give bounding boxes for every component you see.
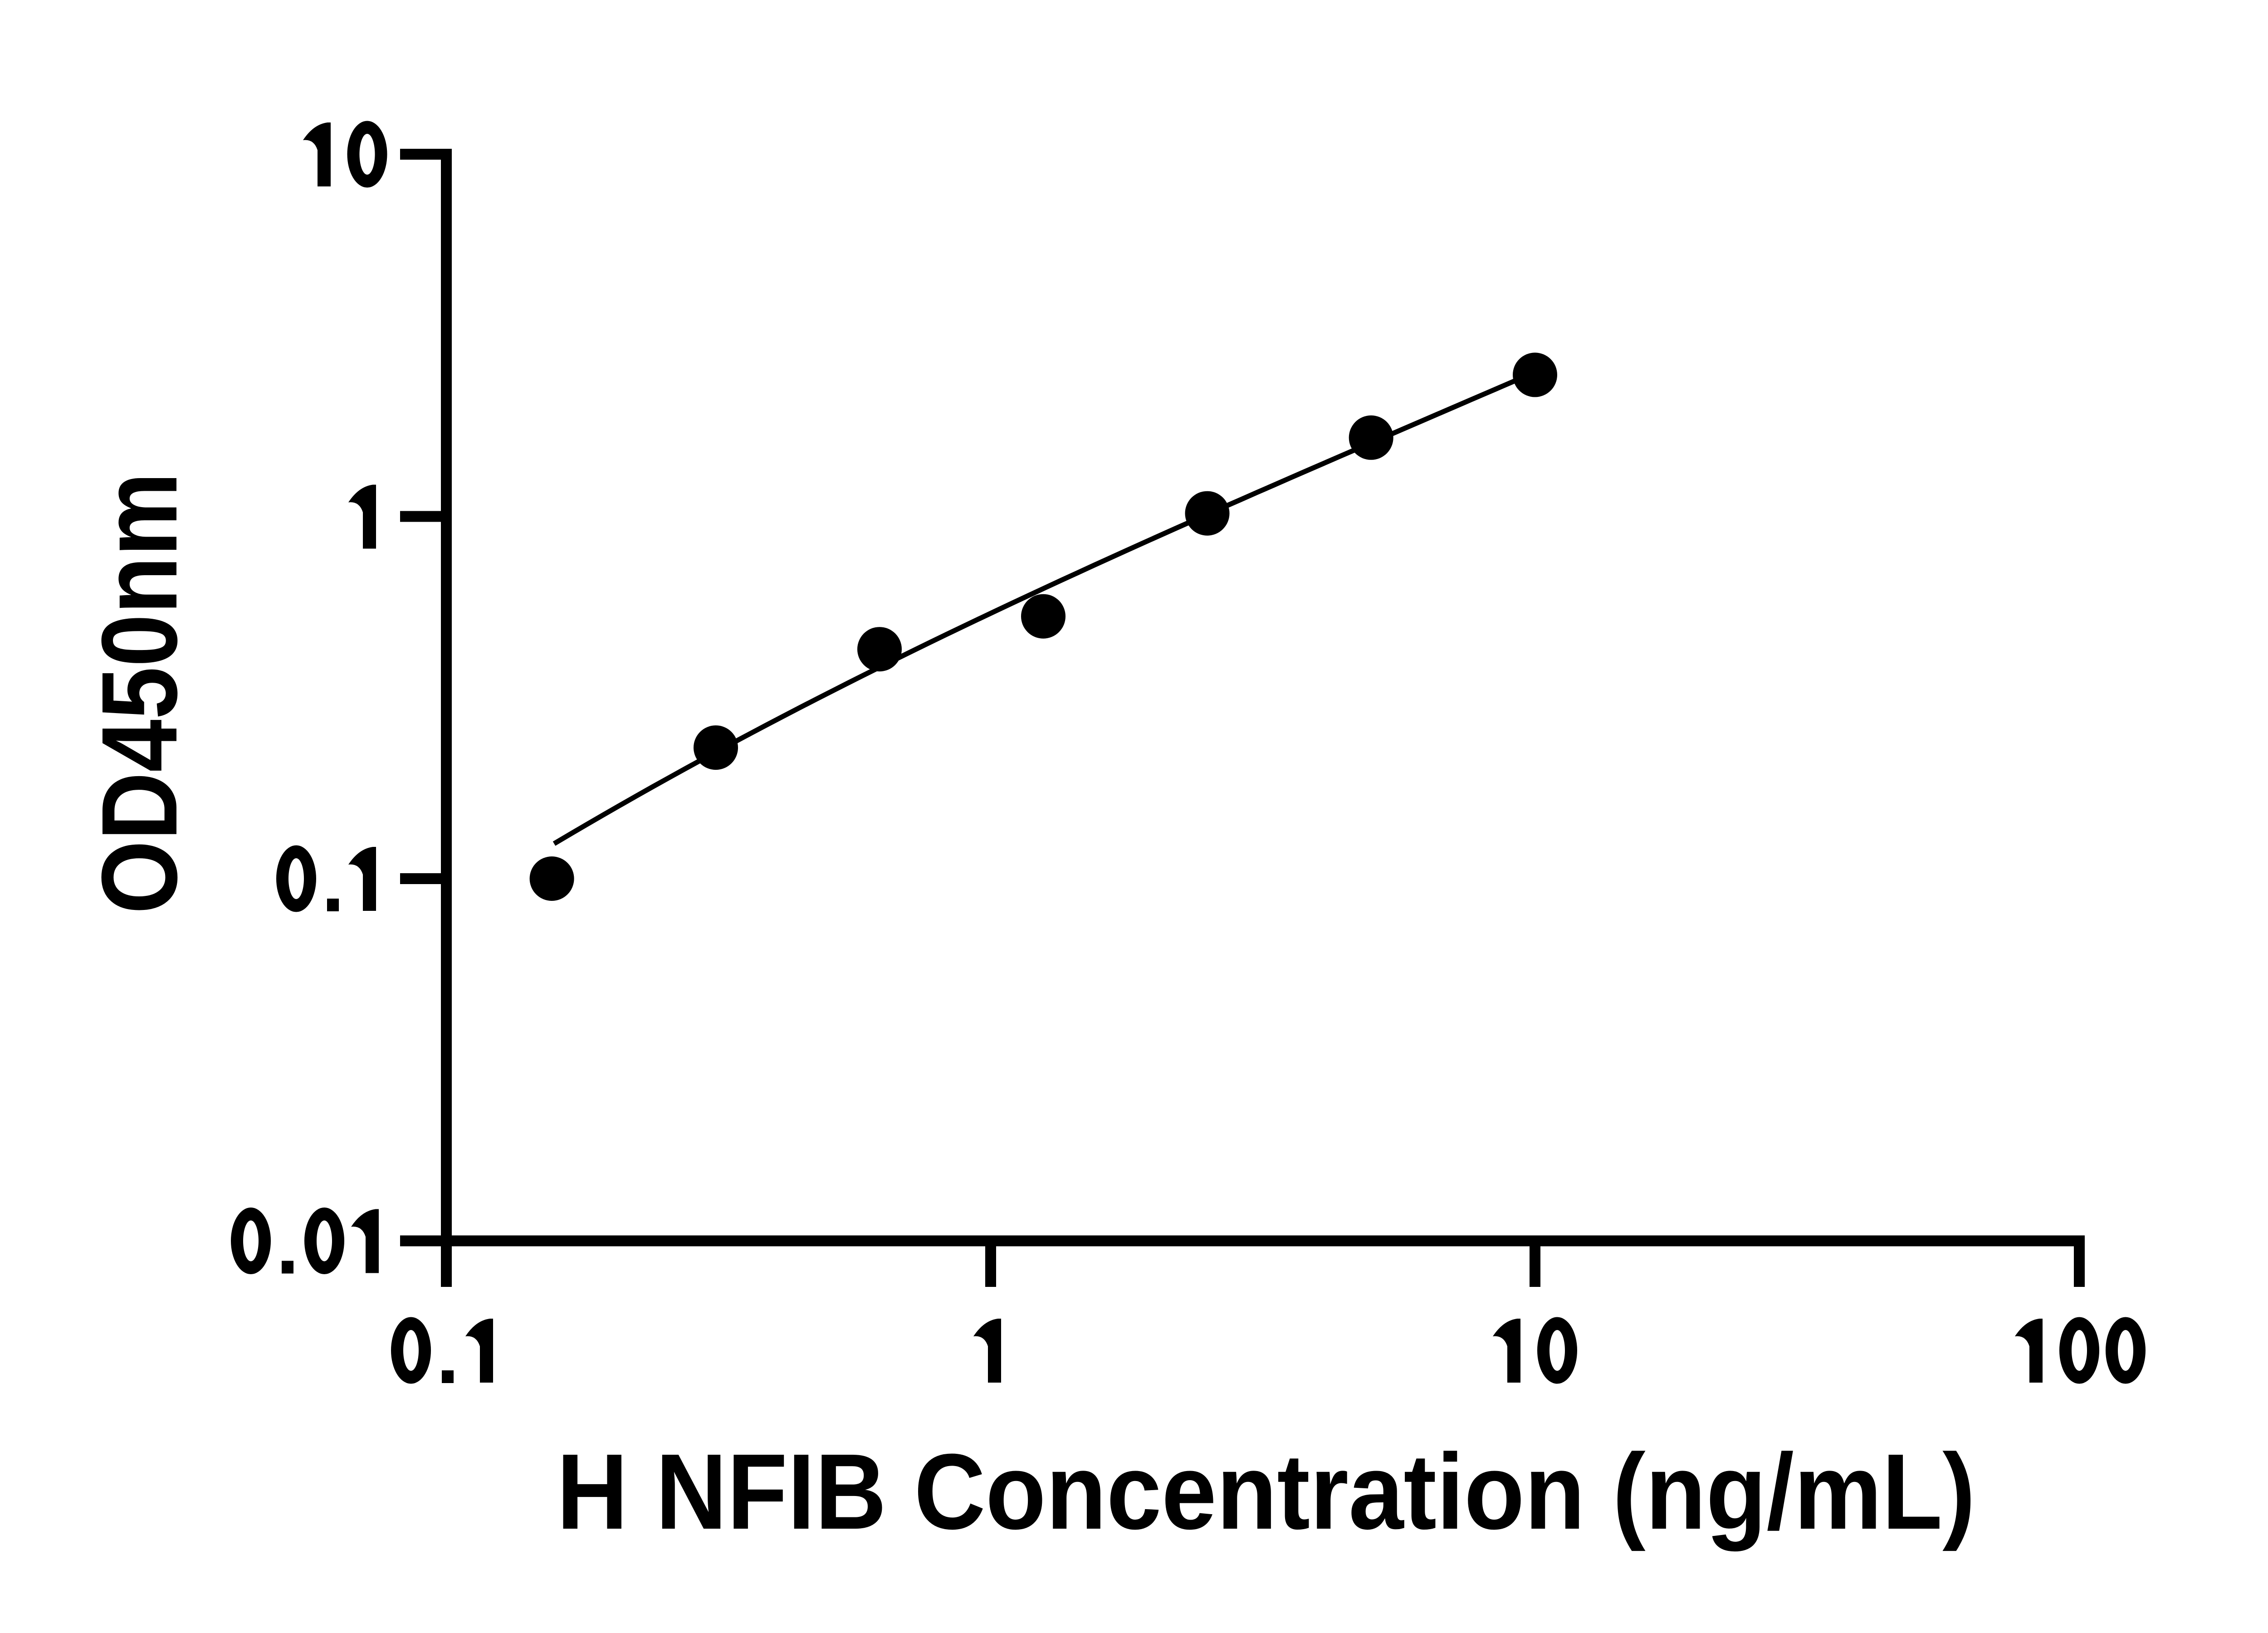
svg-text:OD450nm: OD450nm: [79, 472, 200, 914]
svg-text:H NFIB Concentration (ng/mL): H NFIB Concentration (ng/mL): [557, 1432, 1975, 1552]
